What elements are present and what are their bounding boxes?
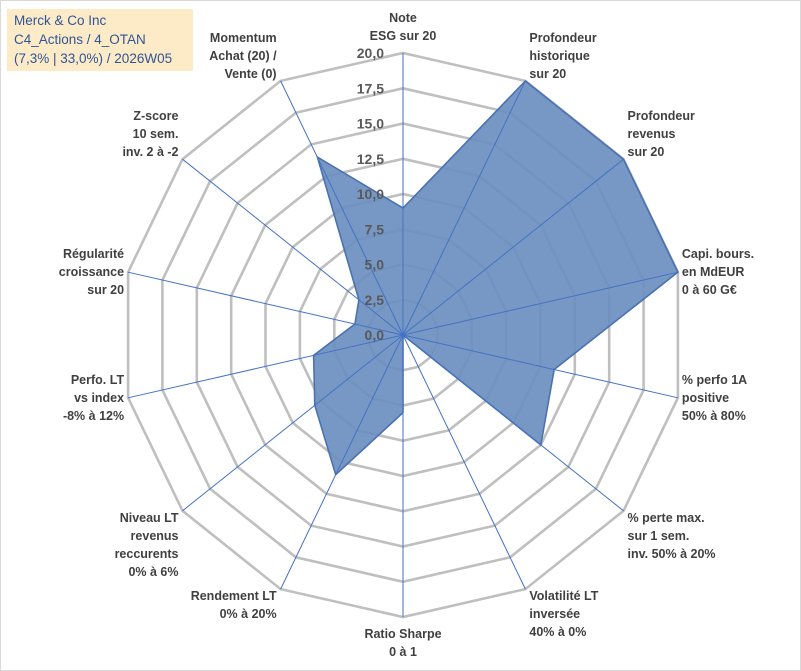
category-label-line: Note [389, 11, 417, 25]
category-label-line: inversée [529, 607, 580, 621]
category-label-line: ESG sur 20 [370, 29, 437, 43]
axis-spoke [402, 80, 526, 336]
category-label-line: Régularité [63, 247, 124, 261]
category-label: Profondeur revenus sur 20 [628, 109, 695, 159]
category-label: Perfo. LT vs index -8% à 12% [63, 373, 125, 423]
category-label: Rendement LT 0% à 20% [191, 589, 277, 621]
category-label-line: % perfo 1A [682, 373, 747, 387]
category-label: Profondeur historique sur 20 [529, 31, 596, 81]
category-label-line: en MdEUR [682, 265, 745, 279]
category-label-line: 0 à 1 [389, 645, 417, 659]
axis-spoke [280, 80, 404, 336]
category-label-line: Rendement LT [191, 589, 277, 603]
category-label-line: 40% à 0% [529, 625, 586, 639]
title-scores: (7,3% | 33,0%) / 2026W05 [14, 51, 173, 66]
category-label-line: inv. 2 à -2 [122, 145, 178, 159]
tick-label: 5,0 [365, 257, 385, 273]
axis-spoke [402, 334, 679, 399]
category-label-line: 10 sem. [133, 127, 179, 141]
category-label-line: vs index [74, 391, 124, 405]
category-label-line: 50% à 80% [682, 409, 746, 423]
category-label-line: sur 20 [87, 283, 124, 297]
series-area [312, 79, 679, 477]
category-label-line: revenus [131, 529, 179, 543]
category-label: Z-score 10 sem. inv. 2 à -2 [122, 109, 178, 159]
category-label: Capi. bours. en MdEUR 0 à 60 G€ [682, 247, 754, 297]
tick-label: 12,5 [357, 151, 384, 167]
category-label-line: Vente (0) [224, 67, 276, 81]
category-label-line: reccurents [115, 547, 179, 561]
category-label: Momentum Achat (20) / Vente (0) [209, 31, 277, 81]
category-label-line: sur 20 [529, 67, 566, 81]
category-label-line: 0 à 60 G€ [682, 283, 737, 297]
axis-spoke [127, 334, 404, 399]
tick-label: 7,5 [365, 221, 385, 237]
category-label-line: Profondeur [628, 109, 695, 123]
category-label-line: -8% à 12% [63, 409, 124, 423]
category-label-line: Niveau LT [120, 511, 179, 525]
category-label-line: sur 20 [628, 145, 665, 159]
category-label: % perfo 1A positive 50% à 80% [682, 373, 747, 423]
axis-spoke [127, 271, 404, 336]
category-label-line: Volatilité LT [529, 589, 598, 603]
category-label-line: positive [682, 391, 729, 405]
category-label-line: Ratio Sharpe [364, 627, 441, 641]
axis-spoke [280, 334, 404, 590]
category-label-line: Z-score [133, 109, 178, 123]
tick-label: 2,5 [365, 292, 385, 308]
tick-label: 17,5 [357, 80, 384, 96]
axis-spoke [402, 334, 624, 512]
axis-spoke [182, 158, 404, 336]
title-company: Merck & Co Inc [14, 13, 107, 28]
category-label: Note ESG sur 20 [370, 11, 437, 43]
category-label-line: Perfo. LT [71, 373, 125, 387]
title-box: Merck & Co Inc C4_Actions / 4_OTAN (7,3%… [7, 9, 193, 71]
category-label: Niveau LT revenus reccurents 0% à 6% [115, 511, 179, 579]
axis-spoke [182, 334, 404, 512]
category-label-line: croissance [59, 265, 124, 279]
category-label-line: Profondeur [529, 31, 596, 45]
category-label: Régularité croissance sur 20 [59, 247, 124, 297]
axis-spoke [402, 334, 526, 590]
title-category: C4_Actions / 4_OTAN [14, 32, 146, 47]
category-label-line: inv. 50% à 20% [628, 547, 716, 561]
category-label-line: 0% à 20% [220, 607, 277, 621]
category-label: Volatilité LT inversée 40% à 0% [529, 589, 598, 639]
category-label-line: Momentum [210, 31, 277, 45]
axis-spoke [402, 158, 624, 336]
tick-label: 15,0 [357, 116, 384, 132]
category-label-line: revenus [628, 127, 676, 141]
category-label-line: 0% à 6% [128, 565, 178, 579]
category-label-line: Capi. bours. [682, 247, 754, 261]
category-label-line: Achat (20) / [209, 49, 277, 63]
category-label-line: % perte max. [628, 511, 705, 525]
category-label-line: historique [529, 49, 589, 63]
tick-label: 10,0 [357, 186, 384, 202]
axis-spoke [402, 271, 679, 336]
category-label-line: sur 1 sem. [628, 529, 690, 543]
tick-label: 0,0 [365, 327, 385, 343]
category-label: Ratio Sharpe 0 à 1 [364, 627, 441, 659]
tick-label: 20,0 [357, 45, 384, 61]
category-label: % perte max. sur 1 sem. inv. 50% à 20% [628, 511, 716, 561]
